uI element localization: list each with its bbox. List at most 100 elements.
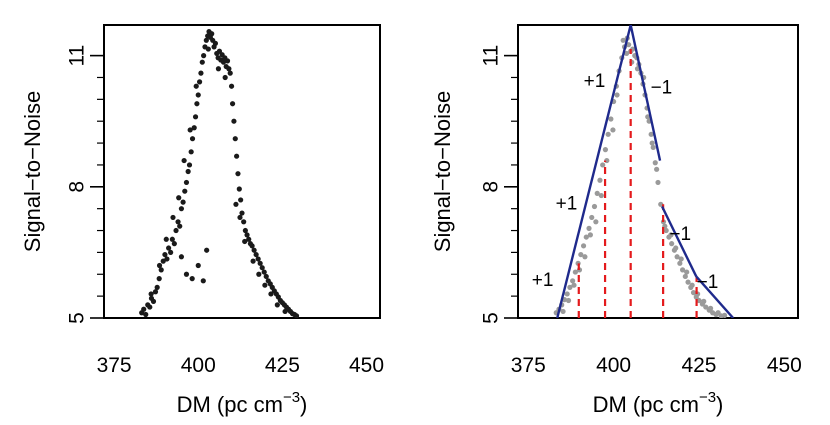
data-point bbox=[614, 92, 620, 98]
x-tick-label: 400 bbox=[181, 354, 216, 377]
y-tick-label: 5 bbox=[480, 312, 503, 324]
left-panel: 5 8 11 375 400 425 450 Signal−to−Noise DM (pc cm… bbox=[20, 24, 384, 417]
data-point bbox=[152, 289, 159, 295]
slope-fit-line bbox=[629, 25, 662, 161]
data-point bbox=[182, 188, 188, 194]
x-axis-title-close: ) bbox=[300, 392, 307, 417]
data-point bbox=[191, 125, 197, 131]
data-point bbox=[591, 203, 598, 210]
data-point bbox=[677, 260, 683, 266]
data-point bbox=[163, 236, 169, 242]
x-tick-label: 375 bbox=[97, 354, 132, 377]
data-point bbox=[673, 245, 679, 251]
data-point bbox=[678, 256, 684, 262]
data-layer bbox=[139, 28, 300, 318]
data-point bbox=[257, 260, 263, 266]
data-point bbox=[189, 276, 195, 282]
data-point bbox=[655, 179, 661, 186]
data-point bbox=[236, 186, 242, 192]
x-axis-title: DM (pc cm−3) bbox=[177, 389, 308, 417]
data-point bbox=[246, 236, 252, 242]
data-point bbox=[158, 267, 164, 273]
data-point bbox=[180, 199, 186, 205]
data-layer bbox=[553, 25, 735, 318]
data-point bbox=[181, 157, 187, 164]
data-point bbox=[232, 136, 238, 142]
data-point bbox=[222, 74, 228, 81]
data-point bbox=[209, 31, 215, 37]
data-point bbox=[652, 160, 658, 166]
data-point bbox=[147, 304, 153, 310]
data-point bbox=[249, 243, 255, 249]
slope-annotation: +1 bbox=[532, 270, 554, 291]
data-point bbox=[169, 236, 175, 242]
slope-annotation: +1 bbox=[556, 193, 578, 214]
data-point bbox=[571, 282, 577, 288]
data-point bbox=[578, 251, 584, 258]
data-point bbox=[648, 131, 654, 137]
data-point bbox=[654, 166, 660, 172]
data-point bbox=[256, 271, 262, 277]
data-point bbox=[674, 254, 680, 260]
data-point bbox=[199, 59, 205, 65]
data-point bbox=[274, 302, 280, 308]
data-point bbox=[560, 308, 566, 315]
data-point bbox=[605, 131, 611, 137]
data-point bbox=[205, 46, 211, 52]
data-point bbox=[201, 53, 207, 59]
data-point bbox=[233, 201, 239, 207]
data-point bbox=[690, 290, 697, 296]
x-tick-label: 400 bbox=[596, 354, 631, 377]
data-point bbox=[663, 227, 669, 234]
x-axis-title-main: DM (pc cm bbox=[177, 392, 283, 417]
slope-fit-line bbox=[661, 205, 698, 277]
data-point bbox=[195, 92, 201, 98]
data-point bbox=[238, 197, 244, 203]
data-point bbox=[649, 140, 655, 146]
data-point bbox=[176, 195, 182, 201]
data-point bbox=[194, 101, 200, 107]
data-point bbox=[239, 210, 245, 216]
data-point bbox=[282, 308, 288, 315]
data-point bbox=[597, 177, 603, 183]
data-point bbox=[186, 162, 193, 168]
data-point bbox=[168, 249, 174, 256]
data-point bbox=[156, 276, 162, 282]
data-point bbox=[141, 306, 147, 312]
data-point bbox=[229, 101, 236, 107]
data-point bbox=[215, 66, 222, 72]
data-point bbox=[228, 83, 235, 89]
data-point bbox=[620, 37, 626, 43]
y-axis-title: Signal−to−Noise bbox=[430, 91, 455, 252]
data-point bbox=[242, 238, 248, 245]
data-point bbox=[234, 153, 240, 159]
x-tick-label: 450 bbox=[767, 354, 802, 377]
data-point bbox=[262, 282, 268, 288]
data-point bbox=[164, 256, 170, 262]
y-tick-label: 11 bbox=[66, 45, 89, 67]
data-point bbox=[703, 304, 709, 310]
data-point bbox=[143, 311, 149, 318]
data-point bbox=[253, 251, 259, 258]
data-point bbox=[251, 247, 257, 253]
data-point bbox=[261, 269, 267, 275]
data-point bbox=[166, 245, 172, 251]
data-point bbox=[293, 313, 300, 318]
data-point bbox=[626, 42, 632, 48]
data-point bbox=[565, 297, 572, 304]
data-point bbox=[650, 144, 656, 151]
data-point bbox=[701, 298, 707, 304]
data-point bbox=[192, 114, 199, 120]
data-point bbox=[235, 171, 241, 177]
data-point bbox=[171, 241, 177, 247]
x-tick-label: 375 bbox=[511, 354, 546, 377]
data-point bbox=[204, 247, 210, 253]
data-point bbox=[178, 206, 185, 212]
y-tick-label: 8 bbox=[66, 181, 89, 193]
data-point bbox=[237, 214, 243, 221]
data-point bbox=[721, 312, 728, 318]
plot-frame bbox=[517, 24, 799, 319]
y-tick-label: 11 bbox=[480, 45, 503, 67]
data-point bbox=[586, 225, 592, 231]
